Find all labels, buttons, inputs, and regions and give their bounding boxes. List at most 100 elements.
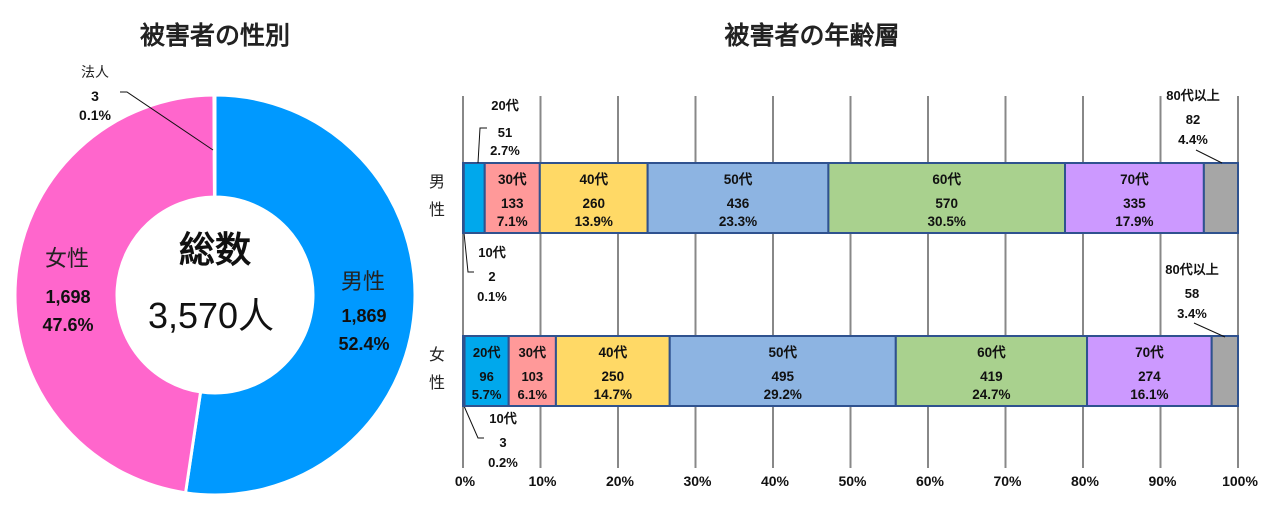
segment-label-name: 50代 xyxy=(724,171,753,187)
slice-label-corporate-name: 法人 xyxy=(81,65,109,81)
segment-label-value: 419 xyxy=(980,369,1003,384)
bar-segment-70代 xyxy=(1064,162,1205,234)
row-label: 男 xyxy=(429,172,445,191)
bar-segment-50代 xyxy=(668,335,897,407)
segment-label-value: 58 xyxy=(1185,286,1199,301)
segment-label-value: 133 xyxy=(501,196,524,211)
leader-line xyxy=(1193,322,1226,338)
segment-label-value: 51 xyxy=(498,125,512,140)
segment-label-percent: 24.7% xyxy=(972,387,1010,402)
gridlines xyxy=(462,96,1239,468)
slice-label-corporate-value: 3 xyxy=(91,88,99,104)
x-axis-ticks: 0% 10% 20% 30% 40% 50% 60% 70% 80% 90% 100% xyxy=(455,473,1259,489)
age-chart-title: 被害者の年齢層 xyxy=(724,21,899,50)
segment-label-name: 60代 xyxy=(932,171,961,187)
segment-label-percent: 0.2% xyxy=(488,455,518,470)
segment-label-name: 40代 xyxy=(599,344,628,360)
bar-row-male: 男性 10代 2 0.1% 20代 51 2.7% 30代 133 7.1% 40代 260 13.9%… xyxy=(429,88,1239,304)
row-label: 女 xyxy=(429,345,445,364)
segment-label-value: 436 xyxy=(727,196,750,211)
segment-label-name: 80代以上 xyxy=(1166,88,1219,103)
leader-line xyxy=(1195,149,1223,164)
gender-donut-chart: 被害者の性別 総数 3,570人 男性 1,869 52.4% 女性 1,698… xyxy=(13,21,417,497)
leader-line xyxy=(463,405,484,439)
segment-label-value: 96 xyxy=(479,369,493,384)
segment-label-percent: 30.5% xyxy=(928,214,966,229)
segment-label-percent: 4.4% xyxy=(1178,132,1208,147)
row-label: 性 xyxy=(429,373,445,392)
segment-label-name: 70代 xyxy=(1135,344,1164,360)
segment-label-percent: 0.1% xyxy=(477,289,507,304)
bar-rows: 男性 10代 2 0.1% 20代 51 2.7% 30代 133 7.1% 40代 260 13.9%… xyxy=(429,88,1239,470)
segment-label-percent: 2.7% xyxy=(490,143,520,158)
segment-label-name: 80代以上 xyxy=(1165,262,1218,277)
bar-segment-70代 xyxy=(1086,335,1213,407)
segment-label-name: 30代 xyxy=(498,171,527,187)
bar-segment-80代以上 xyxy=(1202,162,1239,234)
x-tick-label: 70% xyxy=(993,473,1022,489)
leader-line xyxy=(463,232,474,273)
slice-label-female-name: 女性 xyxy=(45,247,89,272)
segment-label-value: 250 xyxy=(602,369,625,384)
segment-label-percent: 14.7% xyxy=(594,387,632,402)
x-tick-label: 50% xyxy=(838,473,867,489)
bar-segment-60代 xyxy=(894,335,1089,407)
x-tick-label: 80% xyxy=(1071,473,1100,489)
segment-label-name: 20代 xyxy=(473,345,500,360)
donut-center-value: 3,570人 xyxy=(148,295,274,336)
slice-label-corporate-percent: 0.1% xyxy=(79,107,111,123)
x-tick-label: 90% xyxy=(1148,473,1177,489)
bar-segment-50代 xyxy=(646,162,830,234)
segment-label-percent: 6.1% xyxy=(517,387,547,402)
corporate-leader-line xyxy=(120,91,214,151)
slice-label-female-value: 1,698 xyxy=(45,287,90,307)
x-tick-label: 20% xyxy=(606,473,635,489)
donut-slice-2 xyxy=(212,93,217,199)
gender-chart-title: 被害者の性別 xyxy=(140,21,290,50)
donut-slice-1 xyxy=(13,93,216,495)
segment-label-value: 82 xyxy=(1186,112,1200,127)
segment-label-percent: 13.9% xyxy=(575,214,613,229)
segment-label-value: 260 xyxy=(582,196,605,211)
segment-label-value: 570 xyxy=(935,196,958,211)
segment-label-value: 335 xyxy=(1123,196,1146,211)
segment-label-name: 20代 xyxy=(491,98,518,113)
slice-label-female-percent: 47.6% xyxy=(42,315,93,335)
segment-label-name: 10代 xyxy=(489,411,516,426)
x-tick-label: 40% xyxy=(761,473,790,489)
bar-row-female: 女性 10代 3 0.2% 20代 96 5.7% 30代 103 6.1% 40代 250 14.7%… xyxy=(429,262,1239,470)
segment-label-percent: 16.1% xyxy=(1130,387,1168,402)
bar-segment-60代 xyxy=(827,162,1067,234)
bar-segment-80代以上 xyxy=(1210,335,1239,407)
segment-label-percent: 3.4% xyxy=(1177,306,1207,321)
leader-line xyxy=(477,127,487,164)
x-tick-label: 0% xyxy=(455,473,476,489)
donut-slices xyxy=(13,93,417,497)
x-tick-label: 30% xyxy=(683,473,712,489)
segment-label-percent: 23.3% xyxy=(719,214,757,229)
x-tick-label: 60% xyxy=(916,473,945,489)
segment-label-percent: 17.9% xyxy=(1115,214,1153,229)
donut-center-label: 総数 xyxy=(179,229,251,271)
segment-label-percent: 29.2% xyxy=(764,387,802,402)
x-tick-label: 10% xyxy=(528,473,557,489)
segment-label-name: 50代 xyxy=(768,344,797,360)
bar-segment-40代 xyxy=(554,335,671,407)
segment-label-name: 10代 xyxy=(478,245,505,260)
slice-label-male-name: 男性 xyxy=(341,270,385,295)
segment-label-value: 495 xyxy=(771,369,794,384)
bar-segment-20代 xyxy=(463,335,510,407)
segment-label-value: 3 xyxy=(499,435,506,450)
segment-label-value: 103 xyxy=(521,369,543,384)
segment-label-name: 40代 xyxy=(579,171,608,187)
segment-label-name: 60代 xyxy=(977,344,1006,360)
segment-label-percent: 5.7% xyxy=(472,387,502,402)
segment-label-percent: 7.1% xyxy=(497,214,528,229)
segment-label-value: 2 xyxy=(488,269,495,284)
segment-label-name: 70代 xyxy=(1120,171,1149,187)
donut-slice-0 xyxy=(183,93,417,497)
row-label: 性 xyxy=(429,200,445,219)
segment-label-name: 30代 xyxy=(519,345,546,360)
slice-label-male-value: 1,869 xyxy=(341,306,386,326)
